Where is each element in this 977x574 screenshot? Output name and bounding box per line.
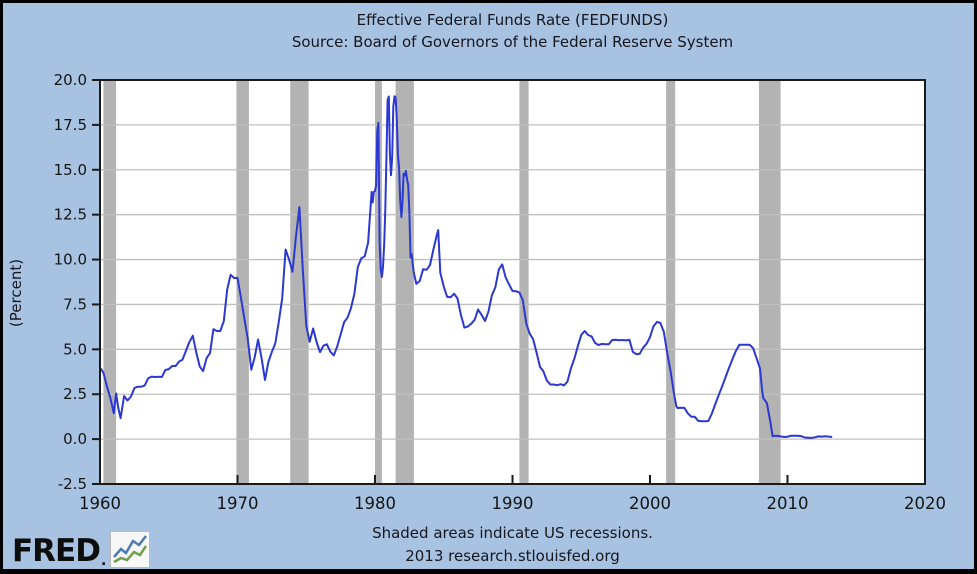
x-tick-label: 1960 <box>79 494 121 513</box>
y-tick-label: 5.0 <box>63 340 87 358</box>
plot-frame <box>99 79 926 485</box>
fred-logo-dot: . <box>100 553 107 569</box>
chart-subtitle: Source: Board of Governors of the Federa… <box>291 33 734 51</box>
recession-band <box>519 80 529 484</box>
y-tick-label: 10.0 <box>54 251 87 269</box>
fred-logo-text: FRED <box>12 533 101 569</box>
recession-note: Shaded areas indicate US recessions. <box>372 524 653 542</box>
recession-band <box>758 80 781 484</box>
fedfunds-line <box>99 95 833 439</box>
y-tick-label: 12.5 <box>54 206 87 224</box>
y-axis-label: (Percent) <box>7 258 25 328</box>
recession-band <box>103 80 117 484</box>
y-tick-label: 7.5 <box>63 295 87 313</box>
x-tick-label: 2010 <box>767 494 809 513</box>
x-tick-label: 2020 <box>904 494 946 513</box>
y-tick-label: 17.5 <box>54 116 87 134</box>
recession-band <box>375 80 382 484</box>
chart-title: Effective Federal Funds Rate (FEDFUNDS) <box>356 11 669 29</box>
y-tick-label: 15.0 <box>54 161 87 179</box>
plot-area <box>100 80 925 484</box>
y-tick-label: 2.5 <box>63 385 87 403</box>
x-tick-label: 1980 <box>354 494 396 513</box>
x-tick-label: 1970 <box>217 494 259 513</box>
line-chart-icon <box>110 531 151 569</box>
recession-band <box>290 80 309 484</box>
y-tick-label: -2.5 <box>58 475 87 493</box>
y-tick-label: 20.0 <box>54 71 87 89</box>
x-tick-label: 1990 <box>492 494 534 513</box>
recession-band <box>236 80 249 484</box>
chart-canvas: -2.5 0.0 2.5 5.0 7.5 10.0 12.5 15.0 17.5 20.0 1960… <box>54 71 946 513</box>
fred-logo: FRED . <box>12 531 151 569</box>
source-credit: 2013 research.stlouisfed.org <box>405 547 620 565</box>
recession-band <box>666 80 676 484</box>
y-tick-label: 0.0 <box>63 430 87 448</box>
x-tick-label: 2000 <box>629 494 671 513</box>
